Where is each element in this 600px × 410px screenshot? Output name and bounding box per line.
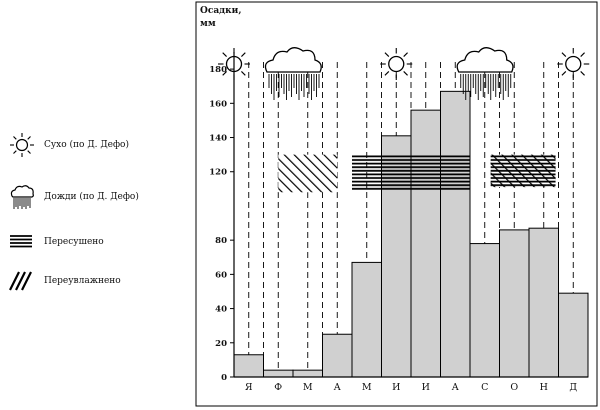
y-tick-label: 80 <box>215 236 227 246</box>
sun-ray <box>403 52 408 57</box>
y-tick-label: 40 <box>215 305 227 315</box>
bar <box>233 354 264 378</box>
overwet-band <box>278 154 338 193</box>
sun-ray <box>561 71 567 76</box>
bar <box>558 292 589 378</box>
sun-ray <box>222 71 227 76</box>
sun-ray <box>403 71 408 76</box>
legend-item-overdried: Пересушено <box>8 229 104 255</box>
legend-item-dry: Сухо (по Д. Дефо) <box>8 132 129 158</box>
horizontal-lines-icon <box>10 235 32 248</box>
legend-item-overwet: Переувлажнено <box>8 268 121 294</box>
x-tick-label: О <box>510 382 518 393</box>
sun-ray <box>222 52 227 57</box>
overdried-band <box>490 154 556 188</box>
sun-ray <box>241 71 246 76</box>
bar <box>469 243 500 378</box>
y-tick-label: 20 <box>215 339 227 349</box>
overdried-band <box>352 154 470 191</box>
x-tick-label: М <box>362 382 372 393</box>
y-axis-label-line-1: Осадки, <box>200 6 241 16</box>
x-tick-label: Ф <box>274 382 282 393</box>
legend-label-overwet: Переувлажнено <box>44 276 121 286</box>
y-tick-label: 180 <box>209 65 227 75</box>
x-tick-label: М <box>303 382 313 393</box>
x-tick-label: Д <box>569 382 577 393</box>
x-tick-label: Н <box>540 382 548 393</box>
y-tick-label: 120 <box>209 168 227 178</box>
legend-item-rain: Дожди (по Д. Дефо) <box>8 184 139 210</box>
sun-ray <box>384 71 390 76</box>
x-tick-label: А <box>452 382 460 393</box>
x-tick-label: И <box>422 382 430 393</box>
cloud-shape <box>456 47 514 73</box>
y-tick-label: 140 <box>209 134 227 144</box>
sun-ray <box>580 71 585 76</box>
sun-ray <box>580 52 585 57</box>
y-tick-label: 60 <box>215 270 227 280</box>
x-tick-label: А <box>334 382 342 393</box>
x-tick-label: С <box>481 382 488 393</box>
sun-disc <box>388 55 405 73</box>
legend-label-dry: Сухо (по Д. Дефо) <box>44 140 129 150</box>
rain-cloud-icon <box>10 185 34 209</box>
sun-icon <box>557 48 590 80</box>
bar <box>528 227 559 378</box>
sun-ray <box>561 52 567 57</box>
bar <box>410 109 441 378</box>
y-tick-label: 0 <box>221 373 227 383</box>
rain-cloud-icon <box>264 47 322 100</box>
bar <box>322 333 353 378</box>
cloud-shape <box>264 47 322 73</box>
legend-label-rain: Дожди (по Д. Дефо) <box>44 192 139 202</box>
bar <box>499 229 530 378</box>
bar <box>440 90 471 378</box>
x-tick-label: Я <box>245 382 253 393</box>
sun-ray <box>241 52 246 57</box>
bar <box>263 369 294 378</box>
y-axis-label-line-2: мм <box>200 19 216 29</box>
diagonal-hatch-icon <box>9 271 32 291</box>
sun-disc <box>565 55 582 73</box>
y-tick-label: 160 <box>209 99 227 109</box>
x-tick-label: И <box>392 382 400 393</box>
legend-label-overdried: Пересушено <box>44 237 104 247</box>
rain-cloud-icon <box>456 47 514 100</box>
bar <box>351 261 382 378</box>
sun-icon <box>10 133 34 157</box>
bar <box>292 369 323 378</box>
sun-ray <box>384 52 390 57</box>
plot-frame <box>195 1 598 407</box>
sun-icon <box>380 48 413 80</box>
